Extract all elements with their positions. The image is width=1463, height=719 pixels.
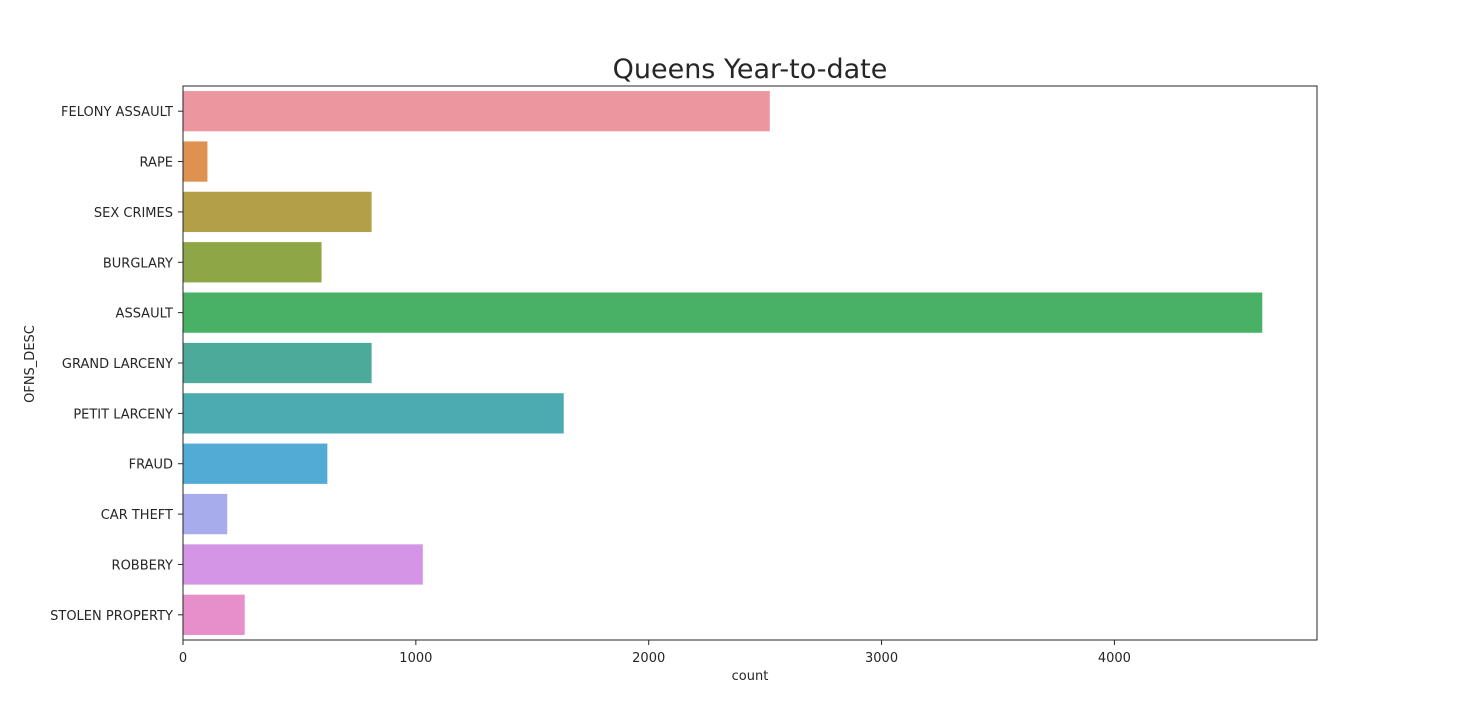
bars-group (183, 91, 1263, 635)
y-tick-label: FRAUD (129, 458, 173, 473)
bar (183, 191, 372, 233)
chart-title: Queens Year-to-date (613, 54, 888, 85)
bar (183, 594, 245, 635)
y-tick-label: CAR THEFT (101, 508, 173, 523)
bar (183, 342, 372, 384)
bar (183, 493, 228, 535)
bar (183, 443, 328, 484)
x-tick-label: 3000 (865, 651, 898, 666)
bar (183, 91, 770, 132)
y-tick-label: PETIT LARCENY (73, 407, 173, 422)
x-tick-label: 4000 (1098, 651, 1131, 666)
y-tick-label: RAPE (140, 156, 173, 171)
bar (183, 393, 564, 434)
y-tick-label: BURGLARY (103, 256, 173, 271)
x-axis-label: count (732, 669, 769, 684)
y-axis-label: OFNS_DESC (23, 325, 38, 403)
y-tick-label: STOLEN PROPERTY (50, 609, 173, 624)
y-tick-label: GRAND LARCENY (62, 357, 173, 372)
x-tick-label: 0 (179, 651, 187, 666)
y-tick-label: FELONY ASSAULT (61, 105, 173, 120)
bar (183, 292, 1263, 333)
x-tick-label: 1000 (399, 651, 432, 666)
bar (183, 242, 322, 283)
bar (183, 141, 208, 182)
x-axis: 0 1000 2000 3000 4000 (179, 640, 1131, 666)
bar (183, 544, 423, 585)
y-tick-label: ASSAULT (116, 307, 173, 322)
y-tick-label: SEX CRIMES (94, 206, 173, 221)
y-axis: FELONY ASSAULT RAPE SEX CRIMES BURGLARY ASSA… (50, 105, 183, 624)
x-tick-label: 2000 (632, 651, 665, 666)
y-tick-label: ROBBERY (112, 558, 174, 573)
